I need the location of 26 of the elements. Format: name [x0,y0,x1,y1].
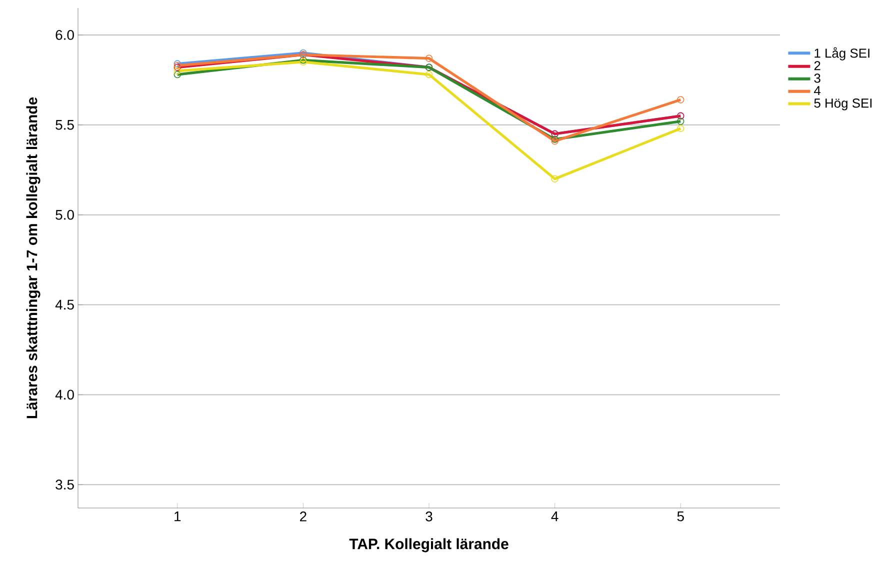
point [425,54,433,62]
point [677,124,684,132]
x-tick-label: 1 [174,512,181,522]
y-tick-label: 4.0 [55,390,74,400]
point [551,175,558,182]
point [425,70,433,78]
y-tick-label: 5.5 [56,120,74,130]
x-tick-label: 5 [677,512,684,522]
y-tick-label: 4.5 [55,300,74,310]
legend-label: 2 [814,61,820,70]
point [174,70,181,78]
point [677,96,684,104]
y-tick-label: 3.5 [56,480,74,490]
y-axis-title: Lärares skatttningar 1-7 om kollegialt lärande [26,97,40,418]
point [677,118,684,125]
x-tick-label: 3 [426,512,432,522]
x-tick-label: 4 [551,512,558,522]
legend-label: 5 Hög SEI [814,98,872,110]
x-tick-label: 2 [300,512,306,522]
legend-label: 1 Låg SEI [814,47,870,60]
y-tick-label: 6.0 [56,30,74,40]
y-tick-label: 5.0 [56,210,74,220]
x-axis-title: TAP. Kollegialt lärande [349,538,508,552]
point [174,67,181,75]
legend-label: 4 [814,86,821,96]
legend-label: 3 [814,74,820,83]
